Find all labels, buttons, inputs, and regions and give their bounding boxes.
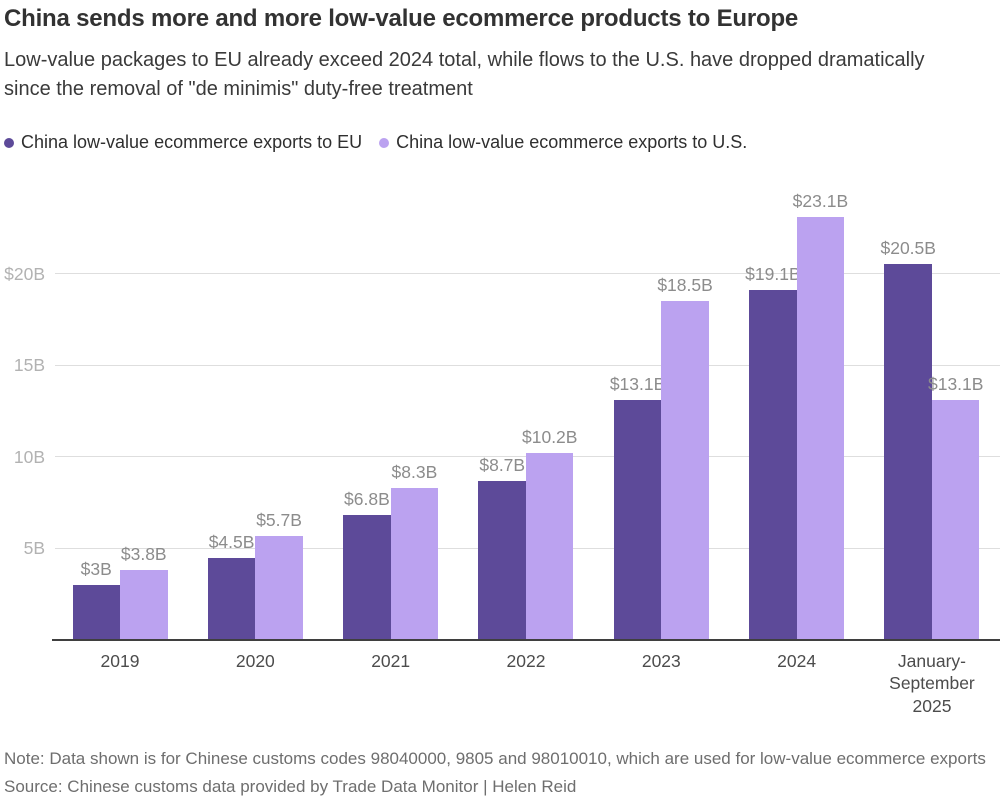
bar-us-2023 (661, 301, 709, 640)
bar-us-2019 (120, 570, 168, 640)
legend: China low-value ecommerce exports to EU … (4, 132, 747, 153)
gridline-20b (55, 273, 1000, 275)
y-axis-tick-label: 10B (13, 446, 45, 467)
legend-dot-us-icon (379, 137, 390, 148)
chart-title: China sends more and more low-value ecom… (4, 5, 799, 32)
x-axis-label-2025: January- September 2025 (889, 651, 975, 716)
legend-label-eu: China low-value ecommerce exports to EU (21, 132, 363, 152)
bar-value-label-us-2025: $13.1B (927, 374, 984, 394)
x-axis-label-2020: 2020 (235, 651, 275, 671)
legend-item-eu: China low-value ecommerce exports to EU (4, 132, 362, 153)
bar-value-label-eu-2019: $3B (80, 559, 112, 580)
bar-value-label-us-2023: $18.5B (657, 275, 713, 296)
bar-eu-2021 (343, 515, 391, 640)
chart-source: Source: Chinese customs data provided by… (4, 777, 577, 796)
bar-eu-2020 (207, 557, 256, 640)
x-axis-line (52, 639, 1000, 641)
x-axis-label-2023: 2023 (641, 651, 681, 671)
bar-us-2025 (931, 400, 980, 640)
x-axis-label-2021: 2021 (371, 651, 411, 671)
y-axis-tick-label: 15B (13, 355, 45, 376)
x-axis-label-2024: 2024 (777, 651, 817, 671)
chart-subtitle: Low-value packages to EU already exceed … (4, 49, 925, 100)
legend-item-us: China low-value ecommerce exports to U.S… (379, 132, 747, 153)
bar-value-label-eu-2020: $4.5B (208, 531, 255, 552)
x-axis-label-2022: 2022 (506, 651, 546, 671)
bar-value-label-eu-2024: $19.1B (745, 264, 801, 285)
bar-eu-2025 (884, 264, 932, 640)
bar-value-label-eu-2022: $8.7B (479, 454, 526, 475)
x-axis-label-2019: 2019 (100, 651, 140, 671)
bar-eu-2023 (613, 400, 662, 640)
bar-value-label-us-2024: $23.1B (792, 190, 849, 211)
bar-us-2021 (390, 487, 439, 640)
bar-us-2020 (255, 535, 303, 640)
bar-value-label-eu-2023: $13.1B (609, 374, 666, 394)
bar-value-label-eu-2025: $20.5B (880, 238, 936, 259)
legend-label-us: China low-value ecommerce exports to U.S… (396, 132, 748, 152)
bar-eu-2019 (72, 585, 120, 640)
bar-value-label-eu-2021: $6.8B (344, 489, 390, 510)
bar-value-label-us-2022: $10.2B (522, 427, 578, 448)
y-axis-tick-label: $20B (4, 263, 45, 284)
bar-us-2024 (796, 216, 845, 640)
bar-eu-2024 (749, 290, 797, 640)
chart-note: Note: Data shown is for Chinese customs … (4, 749, 986, 768)
bar-value-label-us-2021: $8.3B (391, 461, 438, 482)
bar-value-label-us-2019: $3.8B (120, 544, 167, 565)
legend-dot-eu-icon (4, 137, 14, 148)
bar-value-label-us-2020: $5.7B (256, 509, 302, 530)
bar-us-2022 (525, 453, 574, 640)
gridline-15b (55, 364, 1000, 366)
bar-eu-2022 (478, 480, 526, 640)
y-axis-tick-label: 5B (23, 538, 45, 559)
